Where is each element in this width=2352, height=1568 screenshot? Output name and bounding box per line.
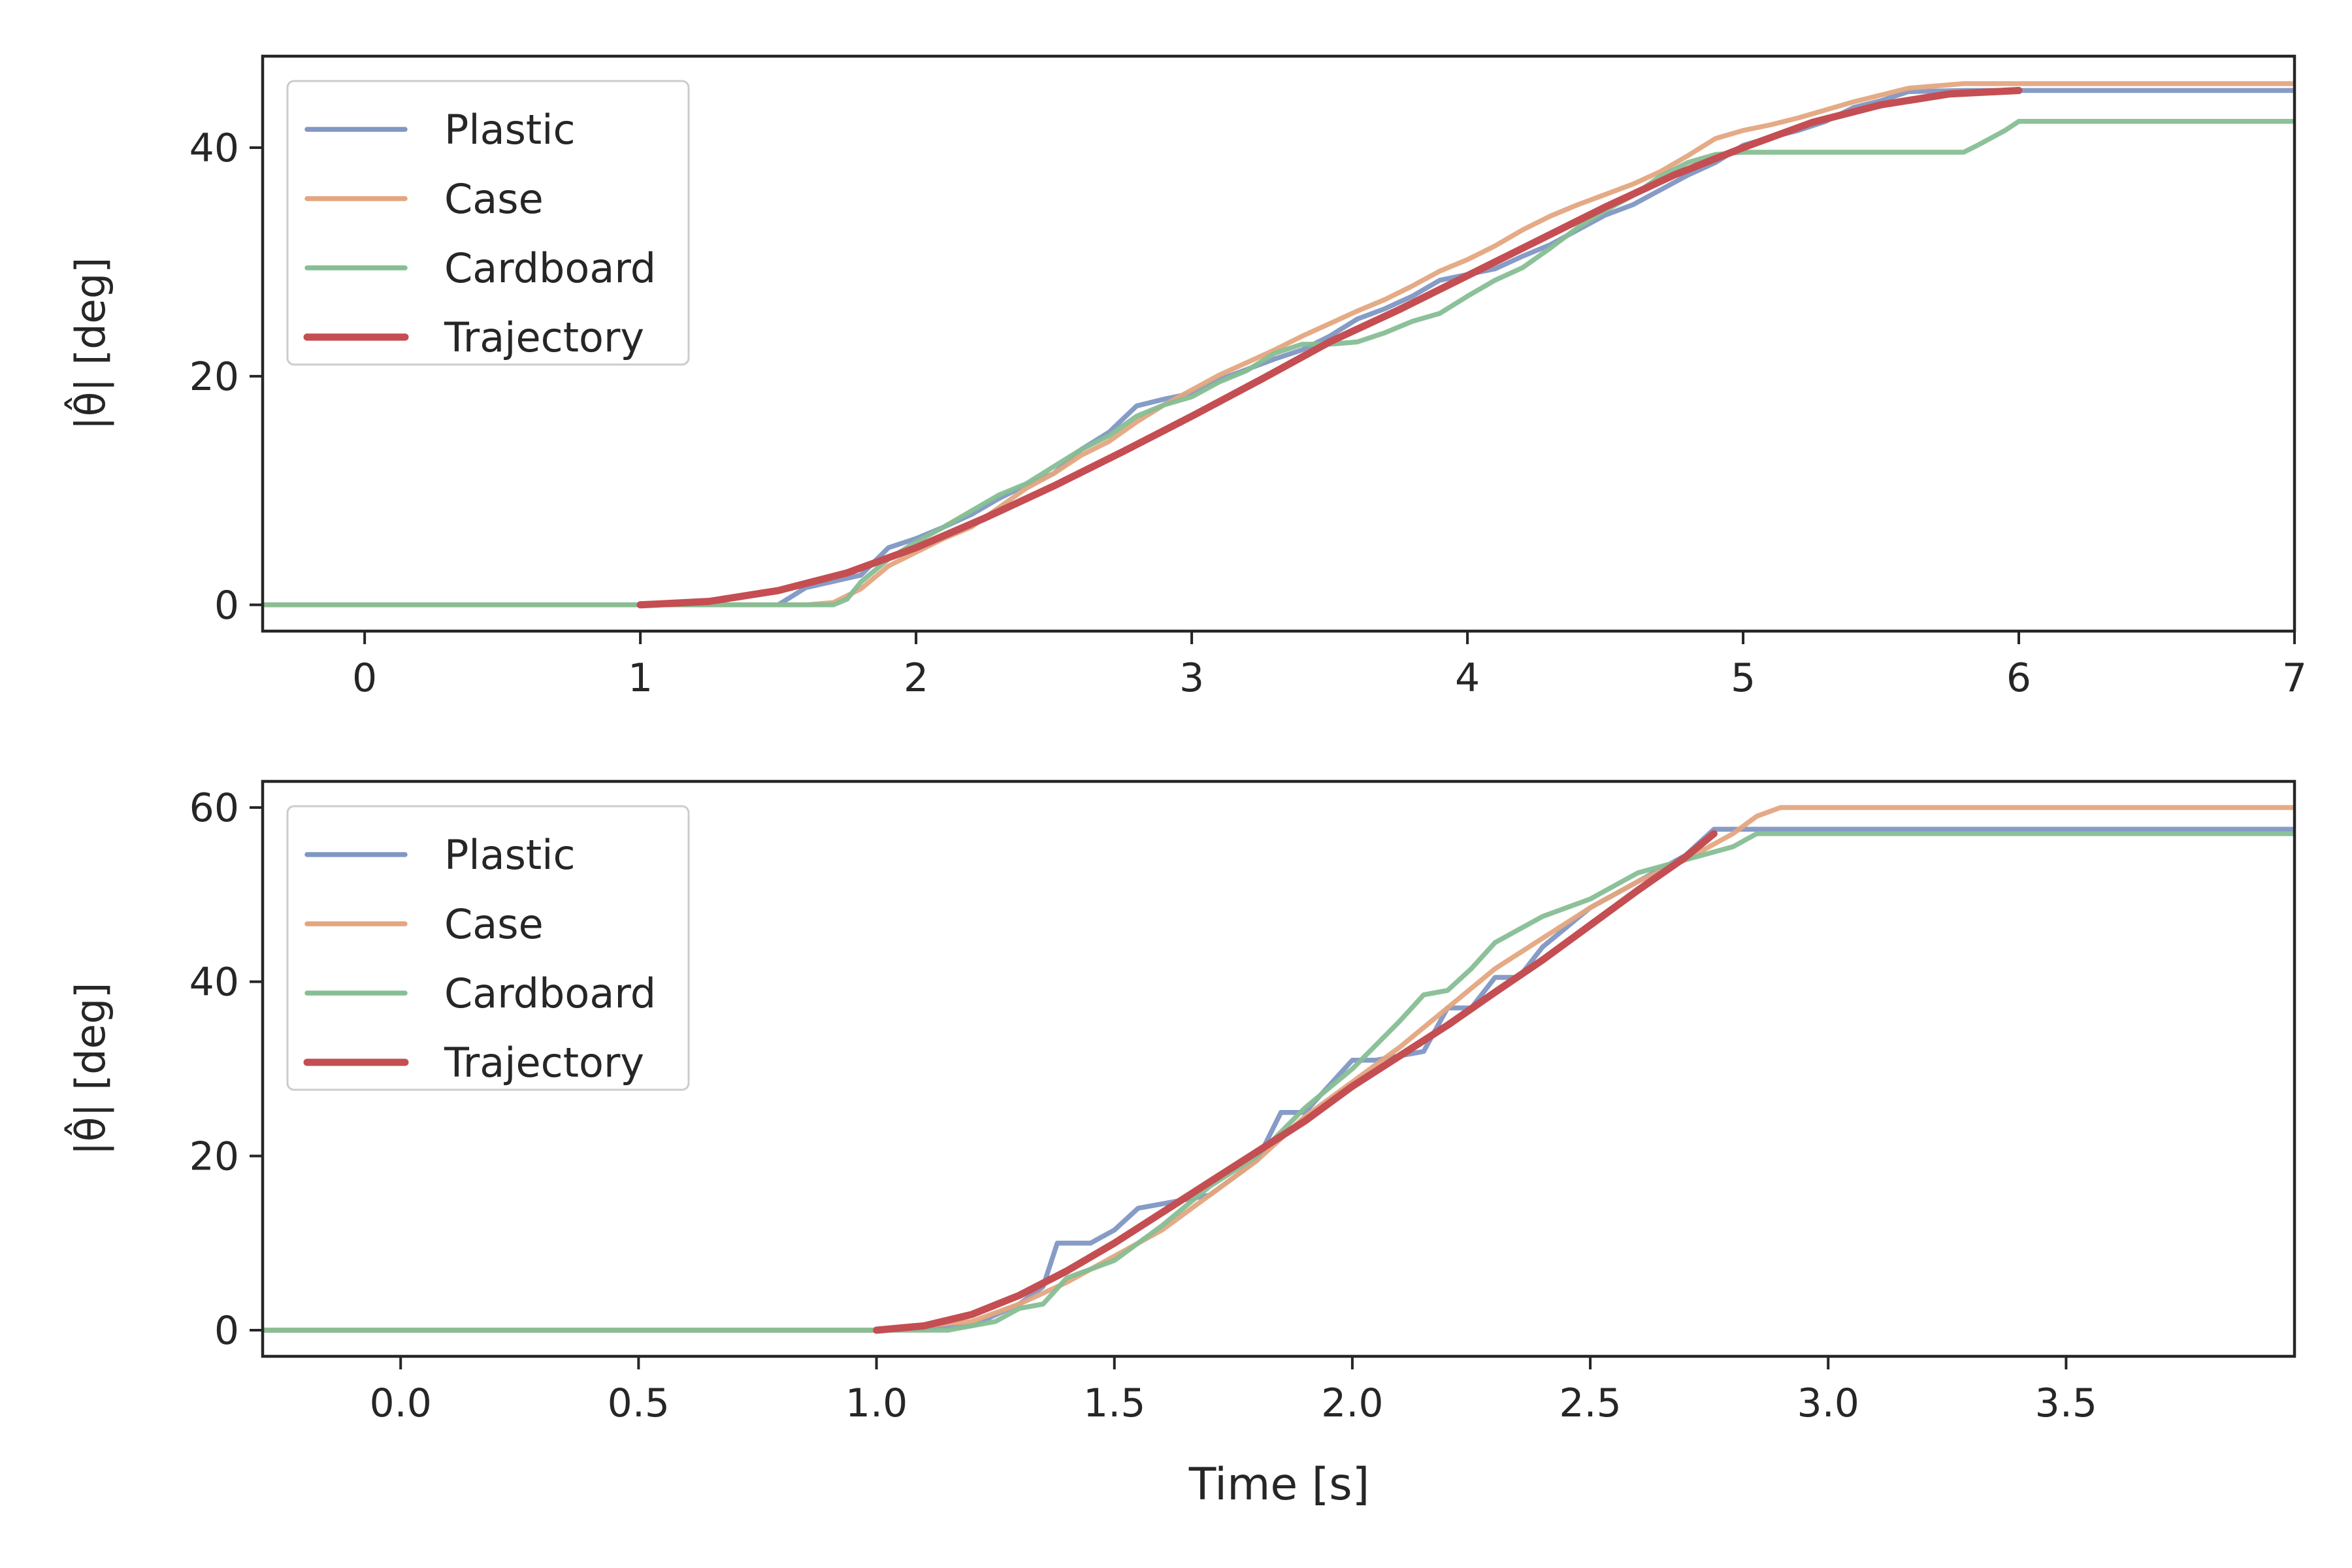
x-tick-label: 0.5 bbox=[608, 1380, 670, 1426]
y-axis-label: |θ̂| [deg] bbox=[64, 257, 115, 431]
x-tick-label: 3.0 bbox=[1797, 1380, 1859, 1426]
legend-label-trajectory: Trajectory bbox=[444, 314, 644, 361]
y-tick-label: 20 bbox=[189, 1134, 239, 1179]
x-tick-label: 0.0 bbox=[370, 1380, 432, 1426]
series-line-case bbox=[263, 805, 2295, 1333]
legend-box bbox=[286, 805, 690, 1091]
legend-label-cardboard: Cardboard bbox=[444, 244, 656, 292]
x-tick-label: 1.0 bbox=[845, 1380, 907, 1426]
y-tick-label: 0 bbox=[214, 1308, 239, 1354]
legend-label-case: Case bbox=[444, 900, 544, 948]
legend-box bbox=[286, 80, 690, 366]
x-tick-label: 6 bbox=[2006, 655, 2031, 701]
series-group bbox=[263, 81, 2295, 609]
x-tick-label: 0 bbox=[352, 655, 377, 701]
axes-frame bbox=[261, 779, 2296, 1358]
y-tick-label: 40 bbox=[189, 960, 239, 1005]
legend: Plastic Case Cardboard Trajectory bbox=[286, 80, 690, 366]
chart-bottom: 0.0 0.5 1.0 1.5 2.0 2.5 3.0 3.5 0 20 40 60 |θ̂| [deg… bbox=[64, 779, 2296, 1426]
series-group bbox=[263, 805, 2295, 1334]
legend-label-plastic: Plastic bbox=[444, 831, 576, 879]
chart-top: 0 1 2 3 4 5 6 7 0 20 40 |θ̂| [deg] Plastic Case Cardbo… bbox=[64, 54, 2307, 701]
x-tick-label: 4 bbox=[1455, 655, 1480, 701]
x-tick-label: 3.5 bbox=[2035, 1380, 2097, 1426]
legend-label-plastic: Plastic bbox=[444, 106, 576, 154]
legend-label-cardboard: Cardboard bbox=[444, 970, 656, 1017]
legend-label-case: Case bbox=[444, 175, 544, 223]
x-tick-label: 1.5 bbox=[1083, 1380, 1145, 1426]
x-tick-label: 7 bbox=[2282, 655, 2307, 701]
x-tick-label: 5 bbox=[1731, 655, 1756, 701]
y-axis-label: |θ̂| [deg] bbox=[64, 983, 115, 1156]
x-tick-label: 3 bbox=[1179, 655, 1204, 701]
x-axis-label: Time [s] bbox=[1188, 1459, 1370, 1511]
axes-frame bbox=[261, 54, 2296, 633]
y-tick-label: 60 bbox=[189, 785, 239, 831]
series-line-cardboard bbox=[263, 831, 2295, 1333]
y-tick-label: 0 bbox=[214, 583, 239, 629]
series-line-trajectory bbox=[873, 830, 1718, 1334]
x-tick-label: 2.0 bbox=[1321, 1380, 1383, 1426]
legend-label-trajectory: Trajectory bbox=[444, 1039, 644, 1086]
y-tick-label: 40 bbox=[189, 125, 239, 171]
x-tick-label: 2 bbox=[904, 655, 928, 701]
legend: Plastic Case Cardboard Trajectory bbox=[286, 805, 690, 1091]
y-tick-label: 20 bbox=[189, 354, 239, 400]
series-line-trajectory bbox=[636, 87, 2023, 609]
x-tick-label: 1 bbox=[628, 655, 653, 701]
x-tick-label: 2.5 bbox=[1559, 1380, 1621, 1426]
